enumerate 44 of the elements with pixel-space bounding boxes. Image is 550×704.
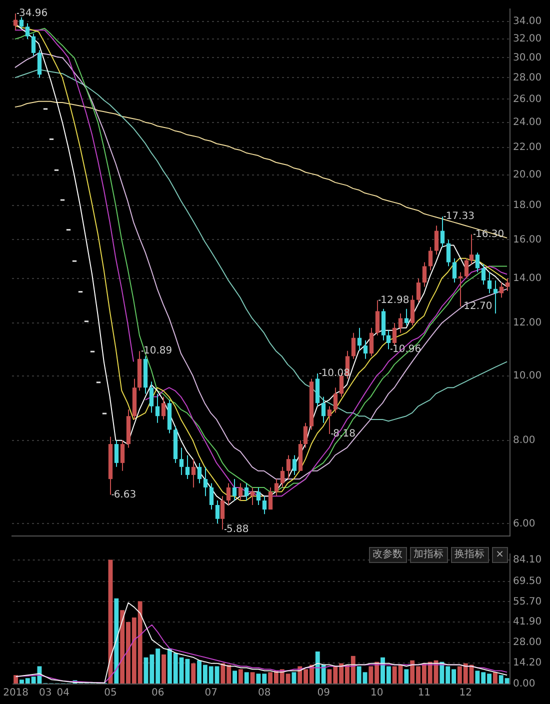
annotation: 34.96 (18, 8, 48, 20)
y-tick-label: 55.70 (513, 596, 542, 608)
annotation: 10.89 (143, 346, 172, 357)
y-tick-label: 28.00 (513, 637, 542, 648)
y-tick-label: 20.00 (513, 170, 542, 181)
annotation: 5.88 (226, 524, 249, 536)
x-tick-label: 07 (204, 688, 218, 699)
annotation: × (492, 547, 508, 563)
y-tick-label: 34.00 (513, 16, 542, 28)
x-tick-label: 03 (39, 688, 52, 699)
y-tick-label: 12.00 (513, 318, 542, 329)
x-tick-label: 06 (151, 688, 164, 699)
annotation: 17.33 (446, 211, 474, 222)
y-tick-label: 24.00 (513, 116, 542, 128)
y-tick-label: 16.00 (513, 234, 542, 246)
x-tick-label: 09 (317, 688, 330, 699)
y-tick-label: 26.00 (513, 94, 542, 105)
annotation: 12.70 (464, 301, 492, 312)
annotation: 加指标 (410, 547, 448, 563)
x-tick-label: 08 (258, 688, 271, 699)
y-tick-label: 30.00 (513, 52, 542, 64)
y-tick-label: 22.00 (513, 142, 542, 154)
x-tick-label: 05 (104, 688, 117, 699)
y-tick-label: 69.50 (513, 576, 542, 587)
y-tick-label: 8.00 (513, 434, 536, 446)
y-tick-label: 14.20 (513, 658, 542, 669)
x-tick-label: 10 (370, 688, 384, 699)
x-tick-label: 2018 (3, 688, 29, 699)
x-tick-label: 12 (459, 688, 472, 699)
annotation: 改参数 (368, 547, 407, 563)
x-tick-label: 04 (56, 688, 70, 699)
y-tick-label: 14.00 (513, 272, 542, 284)
annotation: 6.63 (114, 489, 136, 500)
y-tick-label: 0.00 (513, 678, 536, 690)
annotation: 换指标 (450, 547, 489, 563)
y-tick-label: 41.90 (513, 616, 542, 628)
annotation: 12.98 (380, 294, 410, 306)
y-tick-label: 6.00 (513, 518, 536, 530)
y-tick-label: 84.10 (513, 554, 542, 566)
y-tick-label: 18.00 (513, 200, 542, 212)
y-tick-label: 32.00 (513, 34, 542, 45)
x-tick-label: 11 (418, 688, 431, 699)
y-tick-label: 10.00 (513, 370, 542, 382)
y-tick-label: 28.00 (513, 72, 542, 84)
